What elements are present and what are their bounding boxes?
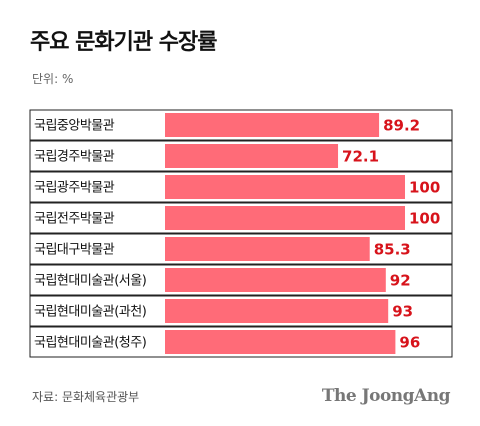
chart-title: 주요 문화기관 수장률 xyxy=(30,30,217,55)
bar xyxy=(165,237,370,261)
bar-row: 국립경주박물관 72.1 xyxy=(29,140,453,172)
bar xyxy=(165,330,396,354)
bar-row: 국립전주박물관 100 xyxy=(29,202,453,234)
bar-row: 국립현대미술관(과천) 93 xyxy=(29,295,453,327)
row-frame xyxy=(29,264,453,296)
row-frame xyxy=(29,202,453,234)
source-note: 자료: 문화체육관광부 xyxy=(32,390,140,404)
bar xyxy=(165,206,405,230)
row-frame xyxy=(29,233,453,265)
category-label: 국립현대미술관(과천) xyxy=(34,305,146,320)
category-label: 국립대구박물관 xyxy=(34,243,115,258)
bar-row: 국립대구박물관 85.3 xyxy=(29,233,453,265)
unit-label: 단위: % xyxy=(32,72,74,86)
category-label: 국립현대미술관(청주) xyxy=(34,336,146,351)
publisher-logo: The JoongAng xyxy=(321,386,451,406)
row-frame xyxy=(29,109,453,141)
category-label: 국립중앙박물관 xyxy=(34,119,115,134)
bar-row: 국립현대미술관(서울) 92 xyxy=(29,264,453,296)
value-label: 72.1 xyxy=(342,148,379,166)
category-label: 국립현대미술관(서울) xyxy=(34,274,146,289)
bar xyxy=(165,175,405,199)
bar-row: 국립현대미술관(청주) 96 xyxy=(29,326,453,358)
bar-row: 국립중앙박물관 89.2 xyxy=(29,109,453,141)
value-label: 96 xyxy=(399,334,420,352)
row-frame xyxy=(29,326,453,358)
value-label: 100 xyxy=(409,210,440,228)
bar xyxy=(165,113,380,137)
bar xyxy=(165,299,389,323)
bar xyxy=(165,268,386,292)
category-label: 국립광주박물관 xyxy=(34,181,115,196)
value-label: 100 xyxy=(409,179,440,197)
category-label: 국립경주박물관 xyxy=(34,150,115,165)
value-label: 93 xyxy=(392,303,413,321)
bar-row: 국립광주박물관 100 xyxy=(29,171,453,203)
category-label: 국립전주박물관 xyxy=(34,212,115,227)
value-label: 92 xyxy=(390,272,411,290)
row-frame xyxy=(29,171,453,203)
value-label: 89.2 xyxy=(383,117,420,135)
value-label: 85.3 xyxy=(374,241,411,259)
row-frame xyxy=(29,295,453,327)
bar xyxy=(165,144,339,168)
row-frame xyxy=(29,140,453,172)
